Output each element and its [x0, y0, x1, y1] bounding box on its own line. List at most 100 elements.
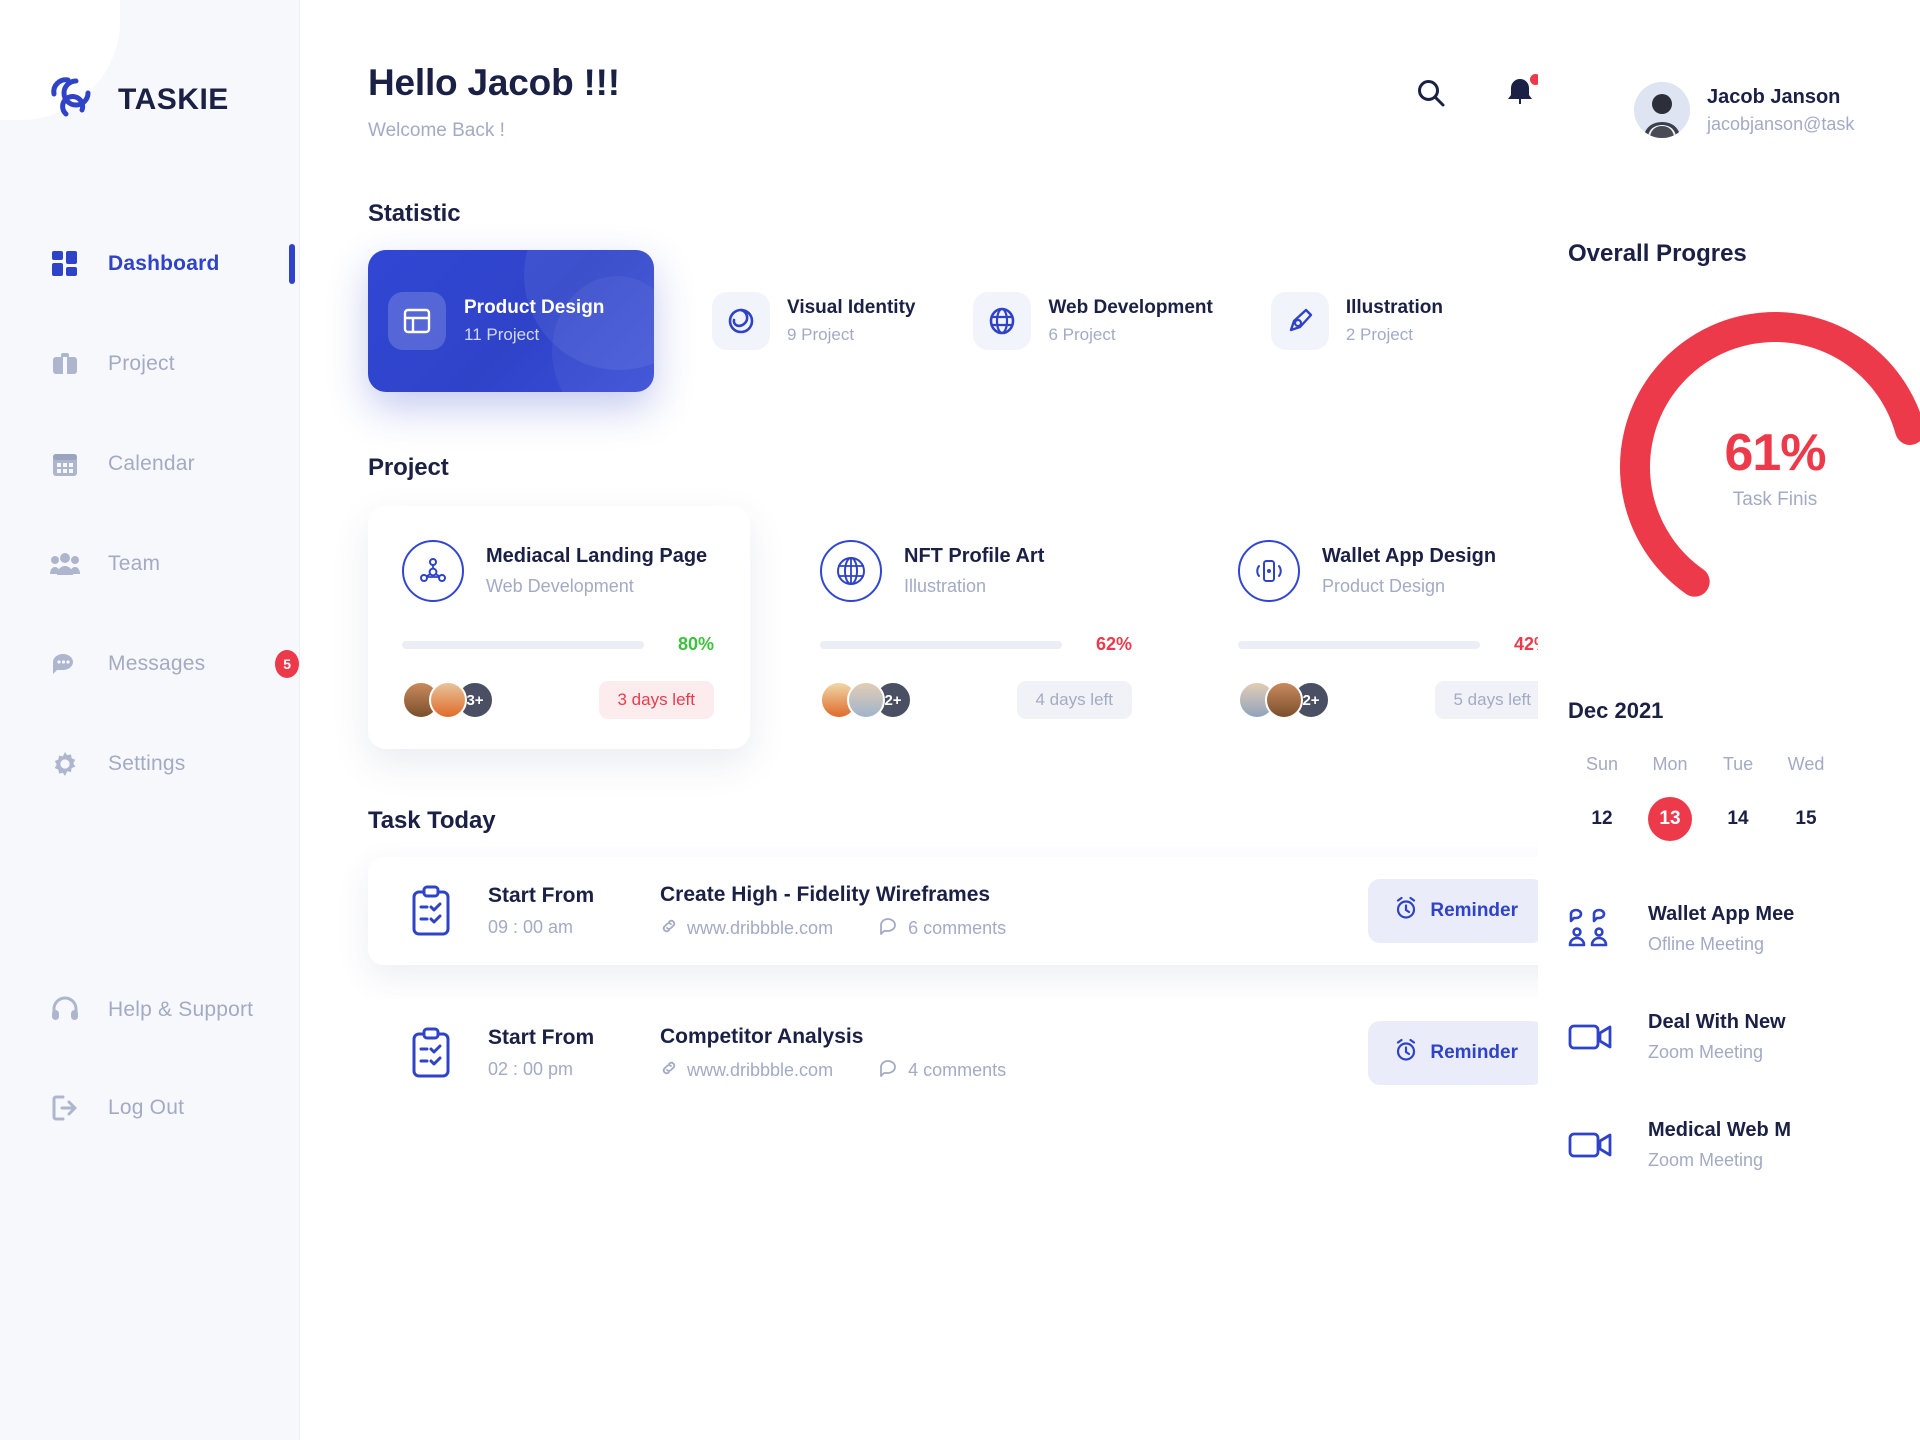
link-icon [660, 917, 678, 940]
alarm-clock-icon [1394, 1038, 1418, 1068]
progress-track [820, 640, 1062, 649]
stat-card-web-development[interactable]: Web Development 6 Project [973, 292, 1213, 350]
alarm-clock-icon [1394, 896, 1418, 926]
overall-progress-chart: 61% Task Finis [1610, 302, 1920, 632]
avatar [1634, 82, 1690, 138]
progress-track [1238, 640, 1480, 649]
project-days-left: 4 days left [1016, 681, 1132, 719]
stat-card-visual-identity[interactable]: Visual Identity 9 Project [712, 292, 915, 350]
profile-email: jacobjanson@task [1707, 113, 1855, 134]
sidebar-item-settings[interactable]: Settings [0, 736, 299, 792]
project-name: NFT Profile Art [904, 545, 1045, 567]
calendar-date[interactable]: 15 [1795, 808, 1817, 829]
sidebar-item-messages[interactable]: Messages 5 [0, 636, 299, 692]
task-row[interactable]: Start From 09 : 00 am Create High - Fide… [368, 857, 1580, 965]
page-subtitle: Welcome Back ! [368, 120, 505, 141]
mobile-signal-icon [1238, 540, 1300, 602]
sidebar-item-label: Project [108, 352, 175, 375]
project-category: Illustration [904, 576, 987, 596]
stat-card-title: Product Design [464, 297, 605, 318]
sidebar: TASKIE Dashboard [0, 0, 300, 1440]
comment-icon [879, 1059, 899, 1082]
sidebar-item-team[interactable]: Team [0, 536, 299, 592]
project-name: Mediacal Landing Page [486, 545, 708, 567]
progress-percent: 80% [677, 634, 714, 654]
progress-percent: 62% [1095, 634, 1132, 654]
stat-card-illustration[interactable]: Illustration 2 Project [1270, 292, 1443, 350]
meeting-type: Zoom Meeting [1648, 1150, 1764, 1170]
task-link-text: www.dribbble.com [687, 917, 834, 938]
sidebar-item-project[interactable]: Project [0, 336, 299, 392]
project-progress: 62% [820, 634, 1132, 655]
statistic-section-title: Statistic [368, 200, 461, 227]
task-comments-text: 4 comments [908, 1059, 1007, 1080]
reminder-label: Reminder [1430, 900, 1518, 921]
topbar-actions [1414, 62, 1541, 110]
task-link[interactable]: www.dribbble.com [660, 917, 833, 940]
stat-card-title: Illustration [1345, 297, 1443, 318]
task-comments-text: 6 comments [908, 917, 1007, 938]
task-row[interactable]: Start From 02 : 00 pm Competitor Analysi… [368, 999, 1580, 1107]
calendar-column: Sun 12 [1568, 754, 1636, 841]
stat-card-count: 11 Project [464, 325, 540, 344]
meeting-type: Ofline Meeting [1648, 934, 1765, 954]
calendar-date-selected[interactable]: 13 [1648, 797, 1692, 841]
sidebar-item-label: Team [108, 552, 161, 575]
task-link[interactable]: www.dribbble.com [660, 1059, 833, 1082]
meeting-name: Medical Web M [1648, 1119, 1791, 1141]
project-progress: 42% [1238, 634, 1550, 655]
task-link-text: www.dribbble.com [687, 1059, 834, 1080]
bell-icon[interactable] [1504, 74, 1541, 110]
stat-card-count: 6 Project [1048, 325, 1116, 344]
calendar-date[interactable]: 14 [1727, 808, 1749, 829]
overall-progress-title: Overall Progres [1568, 240, 1747, 267]
meeting-item[interactable]: Wallet App Mee Ofline Meeting [1568, 903, 1920, 955]
task-comments[interactable]: 6 comments [879, 917, 1006, 940]
globe-icon [973, 292, 1032, 350]
meeting-name: Wallet App Mee [1648, 903, 1795, 925]
task-name: Competitor Analysis [660, 1024, 864, 1048]
project-card[interactable]: Mediacal Landing Page Web Development 80… [368, 506, 750, 749]
video-camera-icon [1568, 1123, 1622, 1167]
sidebar-item-dashboard[interactable]: Dashboard [0, 236, 299, 292]
link-icon [660, 1059, 678, 1082]
clipboard-check-icon [408, 885, 454, 937]
clipboard-check-icon [408, 1027, 454, 1079]
project-cards: Mediacal Landing Page Web Development 80… [300, 506, 1586, 749]
chat-icon [48, 647, 82, 681]
project-card[interactable]: NFT Profile Art Illustration 62% 2+ [786, 506, 1168, 749]
brand-name: TASKIE [118, 83, 229, 116]
avatar [1265, 681, 1303, 719]
logout-icon [48, 1091, 82, 1125]
user-profile[interactable]: Jacob Janson jacobjanson@task [1634, 82, 1854, 138]
statistic-cards: Product Design 11 Project Visual Identit… [300, 250, 1538, 392]
active-indicator [289, 244, 295, 284]
layout-icon [388, 292, 446, 350]
progress-caption: Task Finis [1732, 489, 1818, 510]
brand-logo[interactable]: TASKIE [0, 0, 299, 128]
people-chat-icon [1568, 907, 1622, 951]
reminder-button[interactable]: Reminder [1368, 879, 1544, 943]
project-card[interactable]: Wallet App Design Product Design 42% 2+ [1204, 506, 1586, 749]
spiral-icon [712, 292, 770, 350]
sidebar-item-label: Dashboard [108, 252, 220, 275]
right-panel: Jacob Janson jacobjanson@task Overall Pr… [1538, 0, 1920, 1440]
sidebar-item-help-support[interactable]: Help & Support [0, 982, 299, 1038]
calendar-dow: Mon [1652, 754, 1688, 774]
reminder-button[interactable]: Reminder [1368, 1021, 1544, 1085]
task-name: Create High - Fidelity Wireframes [660, 882, 991, 906]
pen-tool-icon [1270, 292, 1329, 350]
notification-dot [1530, 74, 1541, 85]
calendar-date[interactable]: 12 [1591, 808, 1613, 829]
task-comments[interactable]: 4 comments [879, 1059, 1006, 1082]
meeting-item[interactable]: Deal With New Zoom Meeting [1568, 1011, 1920, 1063]
sidebar-item-calendar[interactable]: Calendar [0, 436, 299, 492]
topbar: Hello Jacob !!! Welcome Back ! [300, 0, 1541, 200]
calendar-grid: Sun 12 Mon 13 Tue 14 Wed 15 [1568, 754, 1920, 841]
sidebar-item-log-out[interactable]: Log Out [0, 1080, 299, 1136]
meeting-item[interactable]: Medical Web M Zoom Meeting [1568, 1119, 1920, 1171]
messages-badge: 5 [275, 650, 299, 678]
search-icon[interactable] [1414, 76, 1448, 110]
video-camera-icon [1568, 1015, 1622, 1059]
stat-card-product-design[interactable]: Product Design 11 Project [368, 250, 654, 392]
